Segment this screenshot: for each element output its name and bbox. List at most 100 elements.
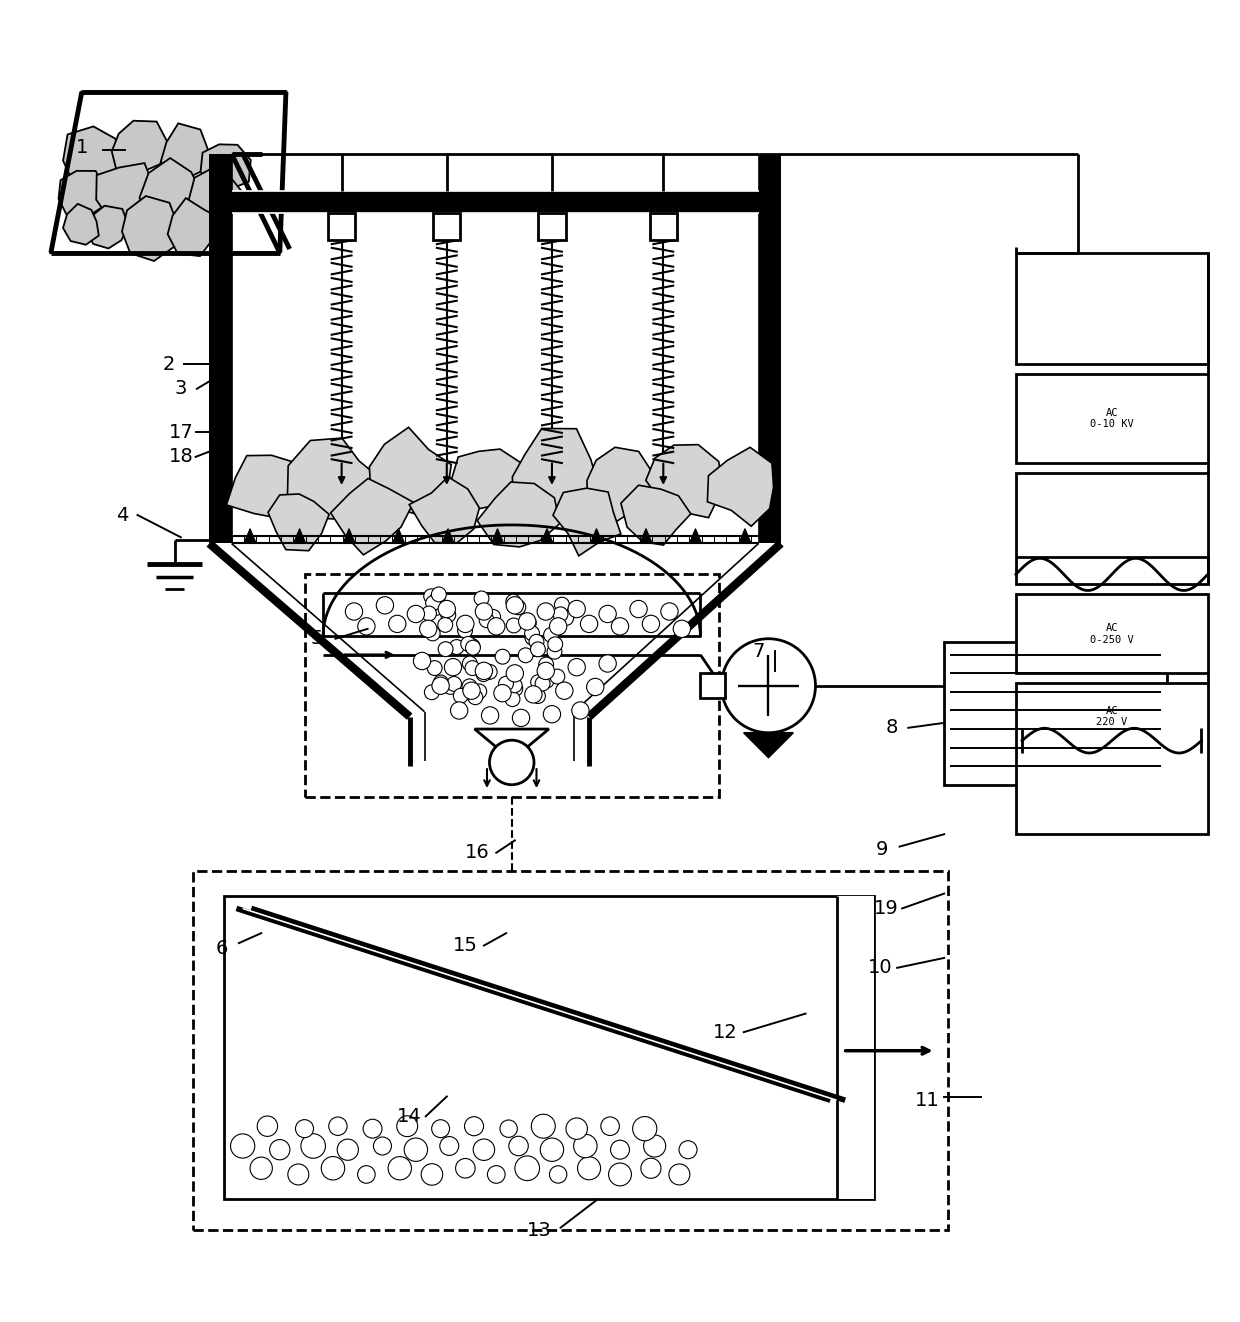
Circle shape [572, 702, 589, 719]
Circle shape [511, 600, 526, 615]
Polygon shape [63, 204, 99, 245]
Circle shape [487, 1166, 505, 1183]
Polygon shape [441, 529, 454, 543]
Circle shape [231, 1134, 254, 1158]
Polygon shape [553, 488, 621, 555]
Circle shape [568, 658, 585, 676]
Circle shape [424, 685, 439, 699]
Circle shape [455, 1158, 475, 1178]
Circle shape [644, 1136, 666, 1157]
Circle shape [250, 1157, 273, 1179]
Circle shape [525, 631, 539, 645]
Polygon shape [51, 91, 286, 253]
Circle shape [536, 676, 551, 691]
Circle shape [388, 615, 405, 632]
Circle shape [505, 691, 520, 706]
Circle shape [407, 605, 424, 623]
Polygon shape [167, 198, 223, 256]
Circle shape [438, 641, 453, 657]
Circle shape [450, 702, 467, 719]
Circle shape [463, 680, 477, 694]
Polygon shape [541, 529, 553, 543]
Circle shape [301, 1134, 325, 1158]
Circle shape [611, 617, 629, 635]
Circle shape [549, 617, 567, 635]
Circle shape [461, 636, 476, 652]
Circle shape [490, 740, 534, 785]
Polygon shape [331, 479, 414, 555]
Circle shape [425, 596, 440, 611]
Circle shape [680, 1141, 697, 1158]
Bar [1016, 473, 1208, 584]
Circle shape [506, 619, 521, 633]
Circle shape [413, 652, 430, 670]
Circle shape [467, 690, 482, 705]
Text: 1: 1 [76, 137, 88, 157]
Bar [1016, 374, 1208, 463]
Circle shape [479, 613, 494, 628]
Circle shape [443, 680, 458, 694]
Circle shape [465, 639, 480, 654]
Polygon shape [86, 206, 129, 249]
Text: 12: 12 [713, 1023, 738, 1042]
Text: 5: 5 [311, 629, 324, 648]
Circle shape [543, 706, 560, 723]
Circle shape [722, 639, 816, 732]
Polygon shape [294, 529, 306, 543]
Circle shape [430, 591, 445, 605]
Circle shape [632, 1117, 657, 1141]
Polygon shape [621, 485, 691, 545]
Circle shape [541, 1138, 564, 1162]
Polygon shape [227, 455, 314, 517]
Circle shape [486, 609, 501, 624]
Circle shape [495, 649, 510, 664]
Circle shape [424, 588, 439, 604]
Circle shape [444, 658, 461, 676]
Circle shape [474, 1140, 495, 1161]
Circle shape [642, 615, 660, 632]
Polygon shape [268, 494, 329, 551]
Circle shape [641, 1158, 661, 1178]
Bar [433, 213, 460, 241]
Circle shape [549, 1166, 567, 1183]
Text: 3: 3 [175, 379, 187, 398]
Polygon shape [161, 123, 211, 181]
Circle shape [465, 640, 480, 656]
Text: 15: 15 [453, 936, 477, 954]
Polygon shape [739, 529, 751, 543]
Circle shape [422, 1163, 443, 1186]
Bar [1016, 253, 1208, 364]
Polygon shape [112, 120, 167, 175]
Circle shape [388, 1157, 412, 1181]
Bar [1016, 683, 1208, 834]
Bar [701, 673, 725, 698]
Polygon shape [244, 529, 257, 543]
Circle shape [578, 1157, 600, 1179]
Text: 17: 17 [169, 423, 193, 442]
Circle shape [288, 1163, 309, 1185]
Circle shape [434, 676, 448, 690]
Circle shape [446, 677, 461, 691]
Circle shape [432, 587, 446, 602]
Circle shape [449, 640, 464, 654]
Polygon shape [201, 144, 250, 189]
Circle shape [498, 677, 513, 691]
Circle shape [506, 665, 523, 682]
Circle shape [440, 1137, 459, 1155]
Circle shape [601, 1117, 620, 1136]
Circle shape [458, 623, 472, 639]
Circle shape [580, 615, 598, 632]
Polygon shape [58, 171, 104, 217]
Circle shape [475, 662, 492, 680]
Bar [224, 896, 874, 1199]
Bar [193, 871, 947, 1231]
Circle shape [630, 600, 647, 617]
Circle shape [518, 648, 533, 662]
Circle shape [465, 1117, 484, 1136]
Polygon shape [370, 427, 451, 517]
Circle shape [425, 627, 440, 641]
Polygon shape [587, 447, 660, 525]
Circle shape [538, 657, 553, 672]
Bar [944, 642, 1167, 785]
Circle shape [521, 616, 536, 631]
